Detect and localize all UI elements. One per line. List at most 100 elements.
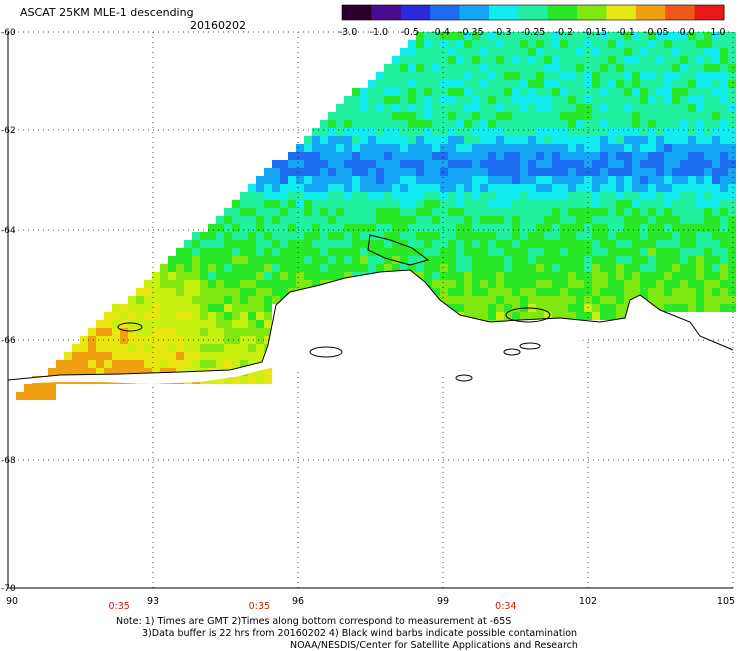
data-cell [472,72,480,80]
latitude-label: -70 [1,584,16,594]
data-cell [408,80,416,88]
data-cell [712,104,720,112]
data-cell [192,296,200,304]
data-cell [728,40,736,48]
data-cell [448,208,456,216]
data-cell [288,152,296,160]
data-cell [376,128,384,136]
data-cell [592,72,600,80]
data-cell [472,96,480,104]
data-cell [504,80,512,88]
data-cell [712,40,720,48]
data-cell [432,96,440,104]
data-cell [240,248,248,256]
data-cell [528,88,536,96]
data-cell [432,64,440,72]
data-cell [96,320,104,328]
data-cell [144,288,152,296]
data-cell [240,320,248,328]
data-cell [688,112,696,120]
data-cell [344,240,352,248]
data-cell [432,72,440,80]
data-cell [320,264,328,272]
data-cell [504,192,512,200]
data-cell [488,48,496,56]
data-cell [264,256,272,264]
data-cell [616,32,624,40]
data-cell [528,224,536,232]
data-cell [512,200,520,208]
data-cell [408,264,416,272]
data-cell [576,144,584,152]
data-cell [448,104,456,112]
data-cell [568,272,576,280]
data-cell [504,64,512,72]
data-cell [536,32,544,40]
data-cell [496,48,504,56]
data-cell [184,312,192,320]
data-cell [424,152,432,160]
data-cell [96,360,104,368]
data-cell [640,64,648,72]
pass-time-label: 0:34 [495,601,517,612]
data-cell [632,32,640,40]
data-cell [320,176,328,184]
data-cell [656,176,664,184]
data-cell [728,224,736,232]
data-cell [392,136,400,144]
data-cell [288,208,296,216]
data-cell [432,216,440,224]
data-cell [360,120,368,128]
data-cell [472,136,480,144]
data-cell [680,112,688,120]
data-cell [320,224,328,232]
data-cell [720,232,728,240]
data-cell [552,64,560,72]
data-cell [696,272,704,280]
data-cell [320,136,328,144]
data-cell [648,272,656,280]
data-cell [232,256,240,264]
data-cell [600,128,608,136]
data-cell [216,360,224,368]
data-cell [352,176,360,184]
data-cell [472,40,480,48]
data-cell [720,272,728,280]
longitude-label: 93 [146,596,160,607]
data-cell [296,248,304,256]
data-cell [400,64,408,72]
data-cell [456,88,464,96]
data-cell [184,328,192,336]
data-cell [640,136,648,144]
data-cell [472,80,480,88]
data-cell [144,304,152,312]
data-cell [568,48,576,56]
data-cell [656,184,664,192]
data-cell [240,256,248,264]
data-cell [224,240,232,248]
data-cell [600,200,608,208]
data-cell [600,64,608,72]
data-cell [232,320,240,328]
data-cell [560,288,568,296]
data-cell [488,120,496,128]
data-cell [576,272,584,280]
data-cell [720,248,728,256]
data-cell [536,72,544,80]
data-cell [536,128,544,136]
data-cell [728,48,736,56]
data-cell [464,296,472,304]
data-cell [512,224,520,232]
data-cell [576,104,584,112]
data-cell [448,128,456,136]
data-cell [16,392,24,400]
data-cell [480,304,488,312]
data-cell [576,280,584,288]
data-cell [632,192,640,200]
data-cell [648,128,656,136]
data-cell [464,240,472,248]
data-cell [352,96,360,104]
data-cell [584,136,592,144]
data-cell [568,128,576,136]
data-cell [656,192,664,200]
